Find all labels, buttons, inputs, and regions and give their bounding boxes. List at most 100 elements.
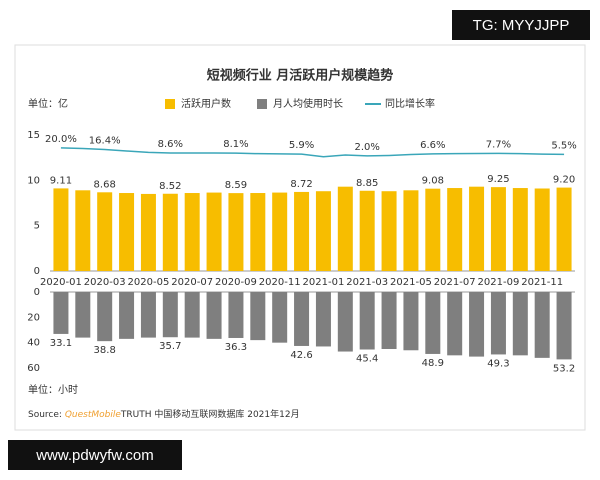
bar [228, 292, 244, 338]
y-tick-label: 0 [34, 266, 40, 277]
bar [184, 292, 200, 338]
y-tick-label: 15 [27, 130, 40, 141]
unit-label: 单位：小时 [28, 383, 78, 396]
y-tick-label: 40 [27, 338, 40, 349]
data-label: 53.2 [553, 363, 575, 374]
legend-label: 同比增长率 [385, 97, 435, 110]
bar [534, 292, 550, 358]
bar [119, 292, 135, 339]
data-label: 8.1% [223, 139, 248, 150]
bar [250, 193, 266, 271]
data-label: 9.11 [50, 175, 72, 186]
bar [119, 193, 135, 271]
bar [272, 292, 288, 343]
bar [337, 186, 353, 271]
source-label: Source: QuestMobileTRUTH 中国移动互联网数据库 2021… [28, 408, 300, 420]
data-label: 8.85 [356, 178, 378, 189]
y-tick-label: 10 [27, 175, 40, 186]
bar [359, 292, 375, 350]
data-label: 45.4 [356, 354, 378, 365]
data-label: 8.72 [290, 179, 312, 190]
bar [228, 193, 244, 271]
bar [556, 187, 572, 271]
bar [97, 292, 113, 342]
bar [469, 292, 485, 357]
bar [381, 191, 397, 271]
bar [206, 292, 222, 339]
bar [140, 292, 156, 338]
legend-swatch [165, 99, 175, 109]
bar [425, 188, 441, 271]
bar [425, 292, 441, 354]
x-tick-label: 2020-07 [171, 277, 213, 288]
x-tick-label: 2020-05 [128, 277, 170, 288]
data-label: 7.7% [486, 139, 511, 150]
source-prefix: Source: [28, 410, 62, 420]
data-label: 36.3 [225, 342, 247, 353]
bar [315, 292, 331, 347]
y-tick-label: 0 [34, 287, 40, 298]
bar [53, 188, 69, 271]
data-label: 5.9% [289, 140, 314, 151]
bar [75, 292, 91, 338]
legend-label: 月人均使用时长 [273, 97, 343, 110]
bar [162, 193, 178, 271]
x-tick-label: 2021-09 [478, 277, 520, 288]
x-tick-label: 2021-11 [521, 277, 563, 288]
x-tick-label: 2020-11 [259, 277, 301, 288]
data-label: 35.7 [159, 341, 181, 352]
bar [162, 292, 178, 338]
legend-label: 活跃用户数 [181, 97, 231, 110]
data-label: 49.3 [487, 358, 509, 369]
bar [315, 191, 331, 271]
bar [294, 292, 310, 346]
data-label: 9.25 [487, 174, 509, 185]
x-tick-label: 2021-05 [390, 277, 432, 288]
legend-swatch [257, 99, 267, 109]
bar [250, 292, 266, 341]
bar [337, 292, 353, 352]
bar [447, 188, 463, 271]
data-label: 8.68 [94, 179, 116, 190]
bar [381, 292, 397, 349]
data-label: 9.20 [553, 175, 575, 186]
x-tick-label: 2021-01 [303, 277, 345, 288]
watermark: www.pdwyfw.com [35, 447, 154, 464]
watermark: TG: MYYJJPP [473, 17, 570, 34]
bar [556, 292, 572, 360]
data-label: 2.0% [354, 142, 379, 153]
bar [403, 190, 419, 271]
bar [53, 292, 69, 334]
data-label: 16.4% [89, 135, 121, 146]
data-label: 5.5% [551, 140, 576, 151]
bar [359, 190, 375, 271]
data-label: 33.1 [50, 338, 72, 349]
data-label: 8.52 [159, 181, 181, 192]
bar [512, 188, 528, 271]
data-label: 8.59 [225, 180, 247, 191]
x-tick-label: 2020-03 [84, 277, 126, 288]
y-tick-label: 5 [34, 221, 40, 232]
bar [490, 187, 506, 271]
x-tick-label: 2021-03 [346, 277, 388, 288]
watermark-box [8, 440, 182, 470]
bar [469, 186, 485, 271]
bar [534, 188, 550, 271]
bar [447, 292, 463, 356]
bar [97, 192, 113, 271]
x-tick-label: 2021-07 [434, 277, 476, 288]
bar [272, 192, 288, 271]
bar [75, 190, 91, 271]
source-text: TRUTH 中国移动互联网数据库 2021年12月 [120, 408, 300, 420]
data-label: 8.6% [158, 139, 183, 150]
bar [294, 191, 310, 271]
bar [184, 193, 200, 271]
y-tick-label: 60 [27, 363, 40, 374]
data-label: 6.6% [420, 140, 445, 151]
chart-title: 短视频行业 月活跃用户规模趋势 [207, 68, 394, 84]
bar [490, 292, 506, 355]
x-tick-label: 2020-09 [215, 277, 257, 288]
data-label: 42.6 [290, 350, 312, 361]
unit-label: 单位：亿 [28, 97, 68, 110]
bar [140, 193, 156, 271]
